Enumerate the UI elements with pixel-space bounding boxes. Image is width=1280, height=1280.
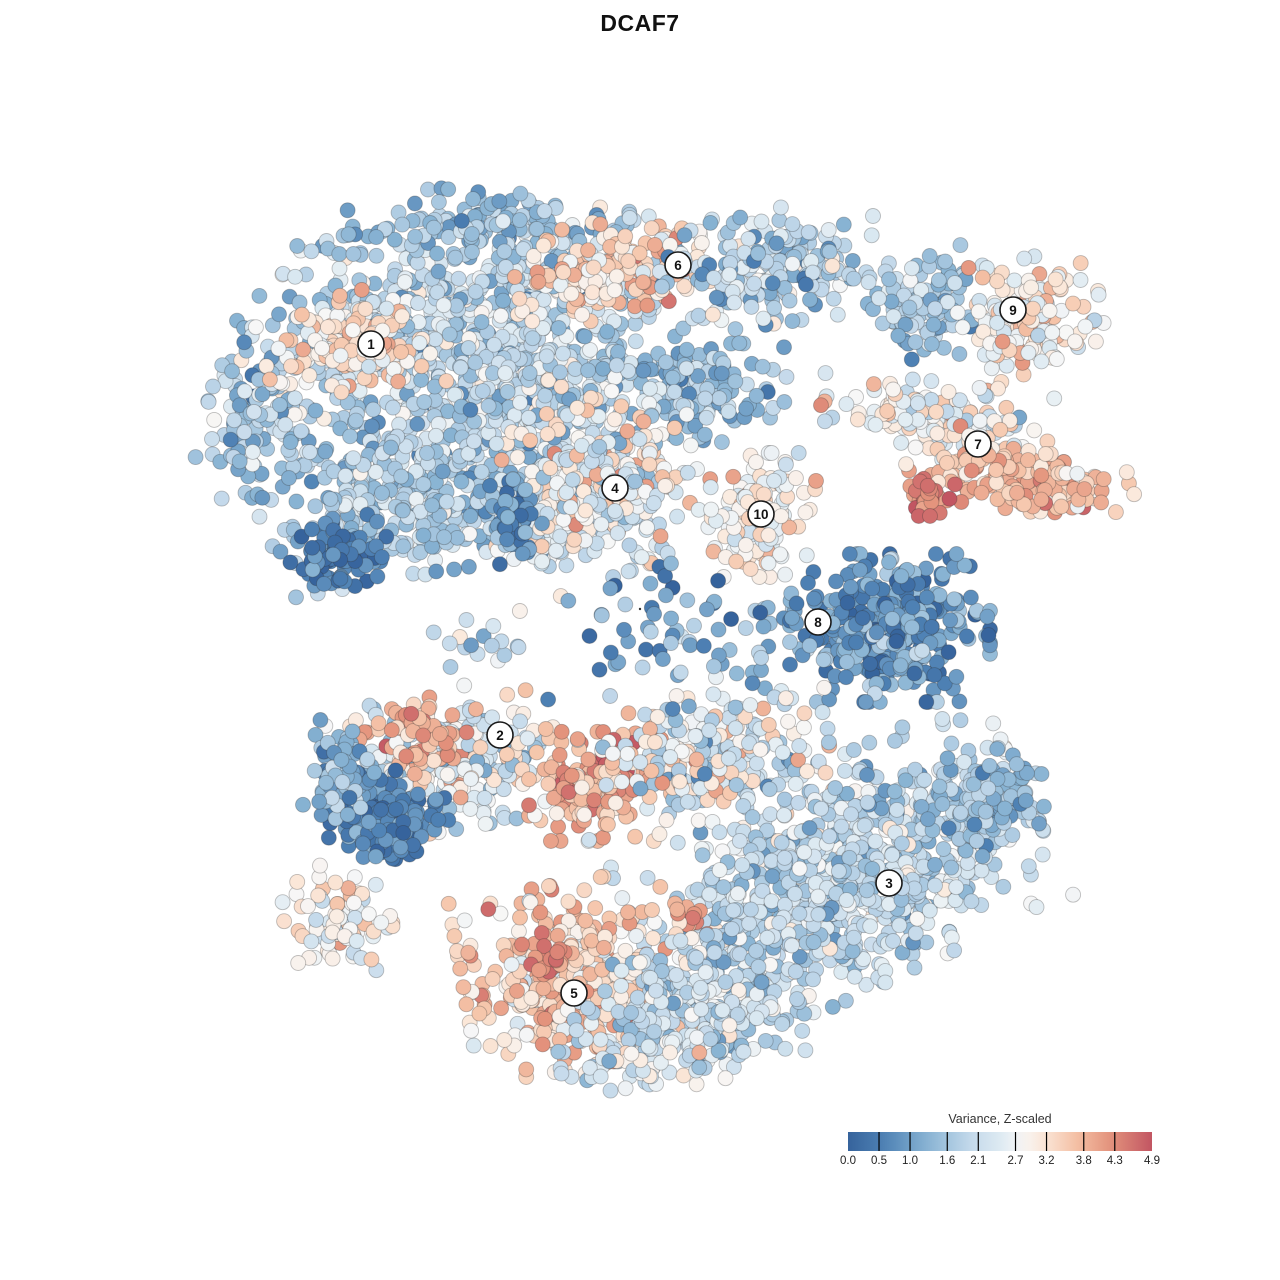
legend-tick-label: 2.1 (970, 1155, 987, 1167)
legend-tick-label: 3.8 (1075, 1155, 1092, 1167)
cluster-label-2: 2 (486, 721, 514, 749)
cluster-label-1: 1 (357, 330, 385, 358)
legend-colorbar (848, 1132, 1152, 1151)
cluster-label-3: 3 (875, 869, 903, 897)
colorbar-ticks (878, 1132, 1116, 1151)
cluster-labels-layer: 1 2 3 4 5 6 7 8 9 10 (357, 251, 1027, 1007)
cluster-label-10: 10 (747, 500, 775, 528)
cluster-label-9: 9 (999, 296, 1027, 324)
legend-tick-label: 1.6 (939, 1155, 956, 1167)
legend-tick-label: 0.0 (840, 1155, 856, 1167)
cluster-label-6: 6 (664, 251, 692, 279)
legend-tick-label: 2.7 (1007, 1155, 1024, 1167)
legend-tick-label: 4.9 (1144, 1155, 1160, 1167)
points-layer (187, 180, 1143, 1099)
cluster-label-7: 7 (964, 430, 992, 458)
colorbar-gradient (848, 1132, 1152, 1151)
cluster-label-5: 5 (560, 979, 588, 1007)
legend-title: Variance, Z-scaled (948, 1112, 1052, 1126)
legend-tick-labels: 0.0 0.5 1.0 1.6 2.1 2.7 3.2 3.8 4.3 4.9 (840, 1155, 1160, 1171)
legend-tick-label: 3.2 (1038, 1155, 1055, 1167)
cluster-label-8: 8 (804, 608, 832, 636)
legend-tick-label: 4.3 (1106, 1155, 1123, 1167)
stray-dot (638, 607, 642, 611)
legend-tick-label: 0.5 (871, 1155, 888, 1167)
page-title: DCAF7 (600, 10, 680, 36)
legend-tick-label: 1.0 (902, 1155, 919, 1167)
cluster-label-4: 4 (601, 474, 629, 502)
